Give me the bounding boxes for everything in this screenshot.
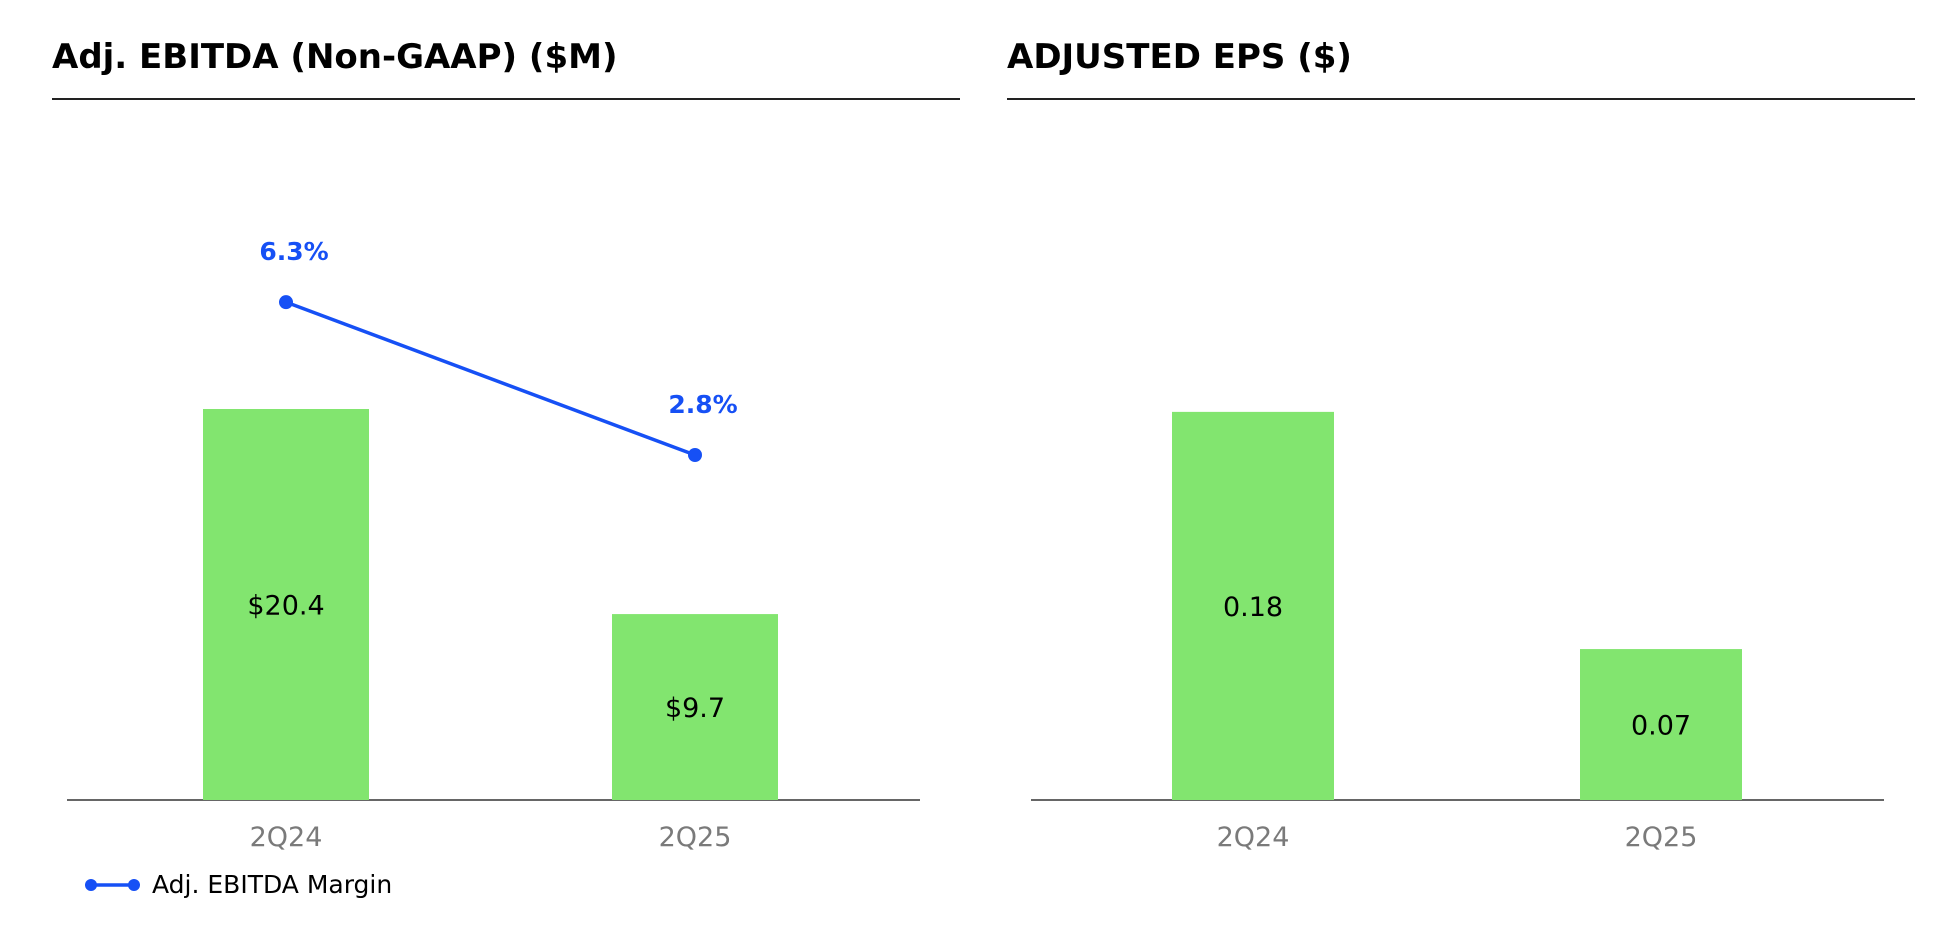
bar-value-label: $9.7: [665, 693, 725, 724]
bar-value-label: 0.18: [1223, 592, 1283, 623]
margin-value-label: 6.3%: [259, 237, 328, 266]
eps-chart: 0.18 2Q24 0.07 2Q25: [1031, 411, 1884, 853]
x-tick-label: 2Q25: [1625, 822, 1698, 853]
bar-value-label: 0.07: [1631, 711, 1691, 742]
legend-label: Adj. EBITDA Margin: [152, 870, 392, 899]
margin-point: [688, 448, 702, 462]
bar-2q25: [612, 614, 778, 800]
margin-line: [285, 300, 696, 457]
legend-dot: [85, 879, 97, 891]
ebitda-chart-title: Adj. EBITDA (Non-GAAP) ($M): [52, 37, 617, 77]
bar-value-label: $20.4: [247, 591, 324, 622]
x-tick-label: 2Q25: [659, 822, 732, 853]
bar-2q25: [1580, 649, 1742, 800]
x-tick-label: 2Q24: [250, 822, 323, 853]
bar-2q24: [1172, 411, 1334, 800]
margin-value-label: 2.8%: [668, 390, 737, 419]
bar-2q24: [203, 409, 369, 800]
ebitda-chart: $20.4 2Q24 $9.7 2Q25 6.3% 2.8%: [67, 237, 920, 853]
legend-dot: [128, 879, 140, 891]
legend: Adj. EBITDA Margin: [85, 870, 392, 899]
margin-point: [279, 295, 293, 310]
x-tick-label: 2Q24: [1217, 822, 1290, 853]
eps-chart-title: ADJUSTED EPS ($): [1007, 37, 1352, 77]
